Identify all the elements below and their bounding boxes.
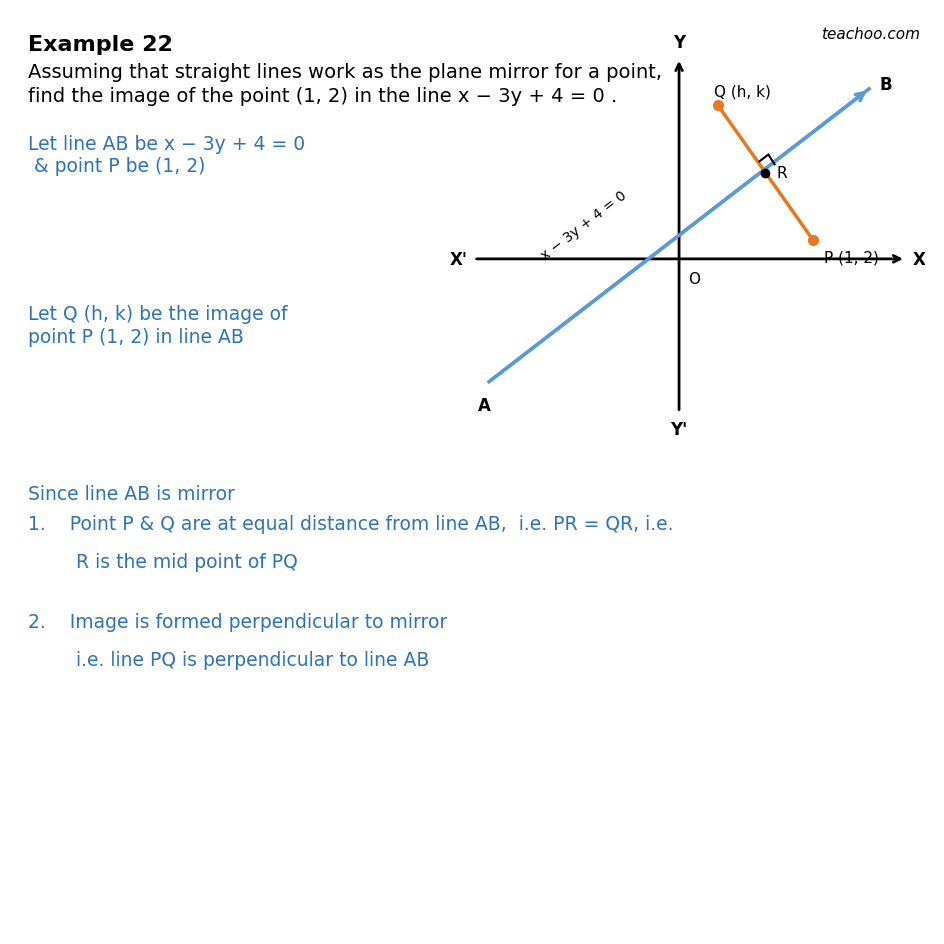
Text: X': X' [449, 250, 467, 269]
Text: A: A [478, 396, 491, 414]
Text: 1.    Point P & Q are at equal distance from line AB,  i.e. PR = QR, i.e.: 1. Point P & Q are at equal distance fro… [28, 514, 673, 533]
Text: Q (h, k): Q (h, k) [713, 84, 769, 99]
Text: R: R [775, 166, 786, 181]
Text: X: X [911, 250, 924, 269]
Text: & point P be (1, 2): & point P be (1, 2) [28, 157, 205, 176]
Text: Example 22: Example 22 [28, 35, 173, 55]
Text: P (1, 2): P (1, 2) [823, 250, 878, 265]
Text: 2.    Image is formed perpendicular to mirror: 2. Image is formed perpendicular to mirr… [28, 613, 447, 632]
Text: i.e. line PQ is perpendicular to line AB: i.e. line PQ is perpendicular to line AB [28, 650, 429, 669]
Text: point P (1, 2) in line AB: point P (1, 2) in line AB [28, 328, 244, 346]
Text: Y': Y' [669, 420, 687, 438]
Text: Let Q (h, k) be the image of: Let Q (h, k) be the image of [28, 305, 287, 324]
Text: Let line AB be x − 3y + 4 = 0: Let line AB be x − 3y + 4 = 0 [28, 135, 305, 154]
Text: Y: Y [672, 34, 684, 52]
Text: Since line AB is mirror: Since line AB is mirror [28, 484, 235, 503]
Text: teachoo.com: teachoo.com [820, 27, 919, 42]
Text: find the image of the point (1, 2) in the line x − 3y + 4 = 0 .: find the image of the point (1, 2) in th… [28, 87, 616, 106]
Text: Assuming that straight lines work as the plane mirror for a point,: Assuming that straight lines work as the… [28, 63, 662, 82]
Text: x − 3y + 4 = 0: x − 3y + 4 = 0 [538, 189, 629, 263]
Text: B: B [879, 76, 892, 94]
Text: R is the mid point of PQ: R is the mid point of PQ [28, 552, 297, 571]
Text: O: O [687, 272, 699, 286]
